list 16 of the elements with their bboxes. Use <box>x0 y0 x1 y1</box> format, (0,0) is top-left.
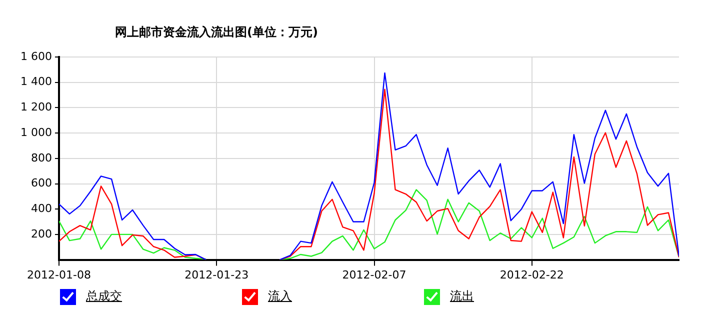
legend-label: 流入 <box>268 288 292 305</box>
y-tick-label: 1 600 <box>20 50 52 63</box>
y-tick-label: 200 <box>31 227 52 240</box>
x-tick-label: 2012-02-22 <box>500 268 564 282</box>
legend-label: 总成交 <box>86 288 122 305</box>
x-tick-label: 2012-01-23 <box>184 268 249 282</box>
y-tick-label: 1 200 <box>20 100 52 114</box>
y-tick-label: 1 000 <box>20 126 52 139</box>
x-tick-label: 2012-02-07 <box>342 268 406 282</box>
y-tick-label: 600 <box>31 176 52 190</box>
chart-title: 网上邮市资金流入流出图(单位：万元) <box>115 24 318 41</box>
y-tick-label: 400 <box>31 202 52 215</box>
y-tick-label: 800 <box>31 151 52 164</box>
legend-label: 流出 <box>450 288 474 305</box>
x-tick-label: 2012-01-08 <box>27 268 91 282</box>
y-tick-label: 1 400 <box>20 75 52 88</box>
